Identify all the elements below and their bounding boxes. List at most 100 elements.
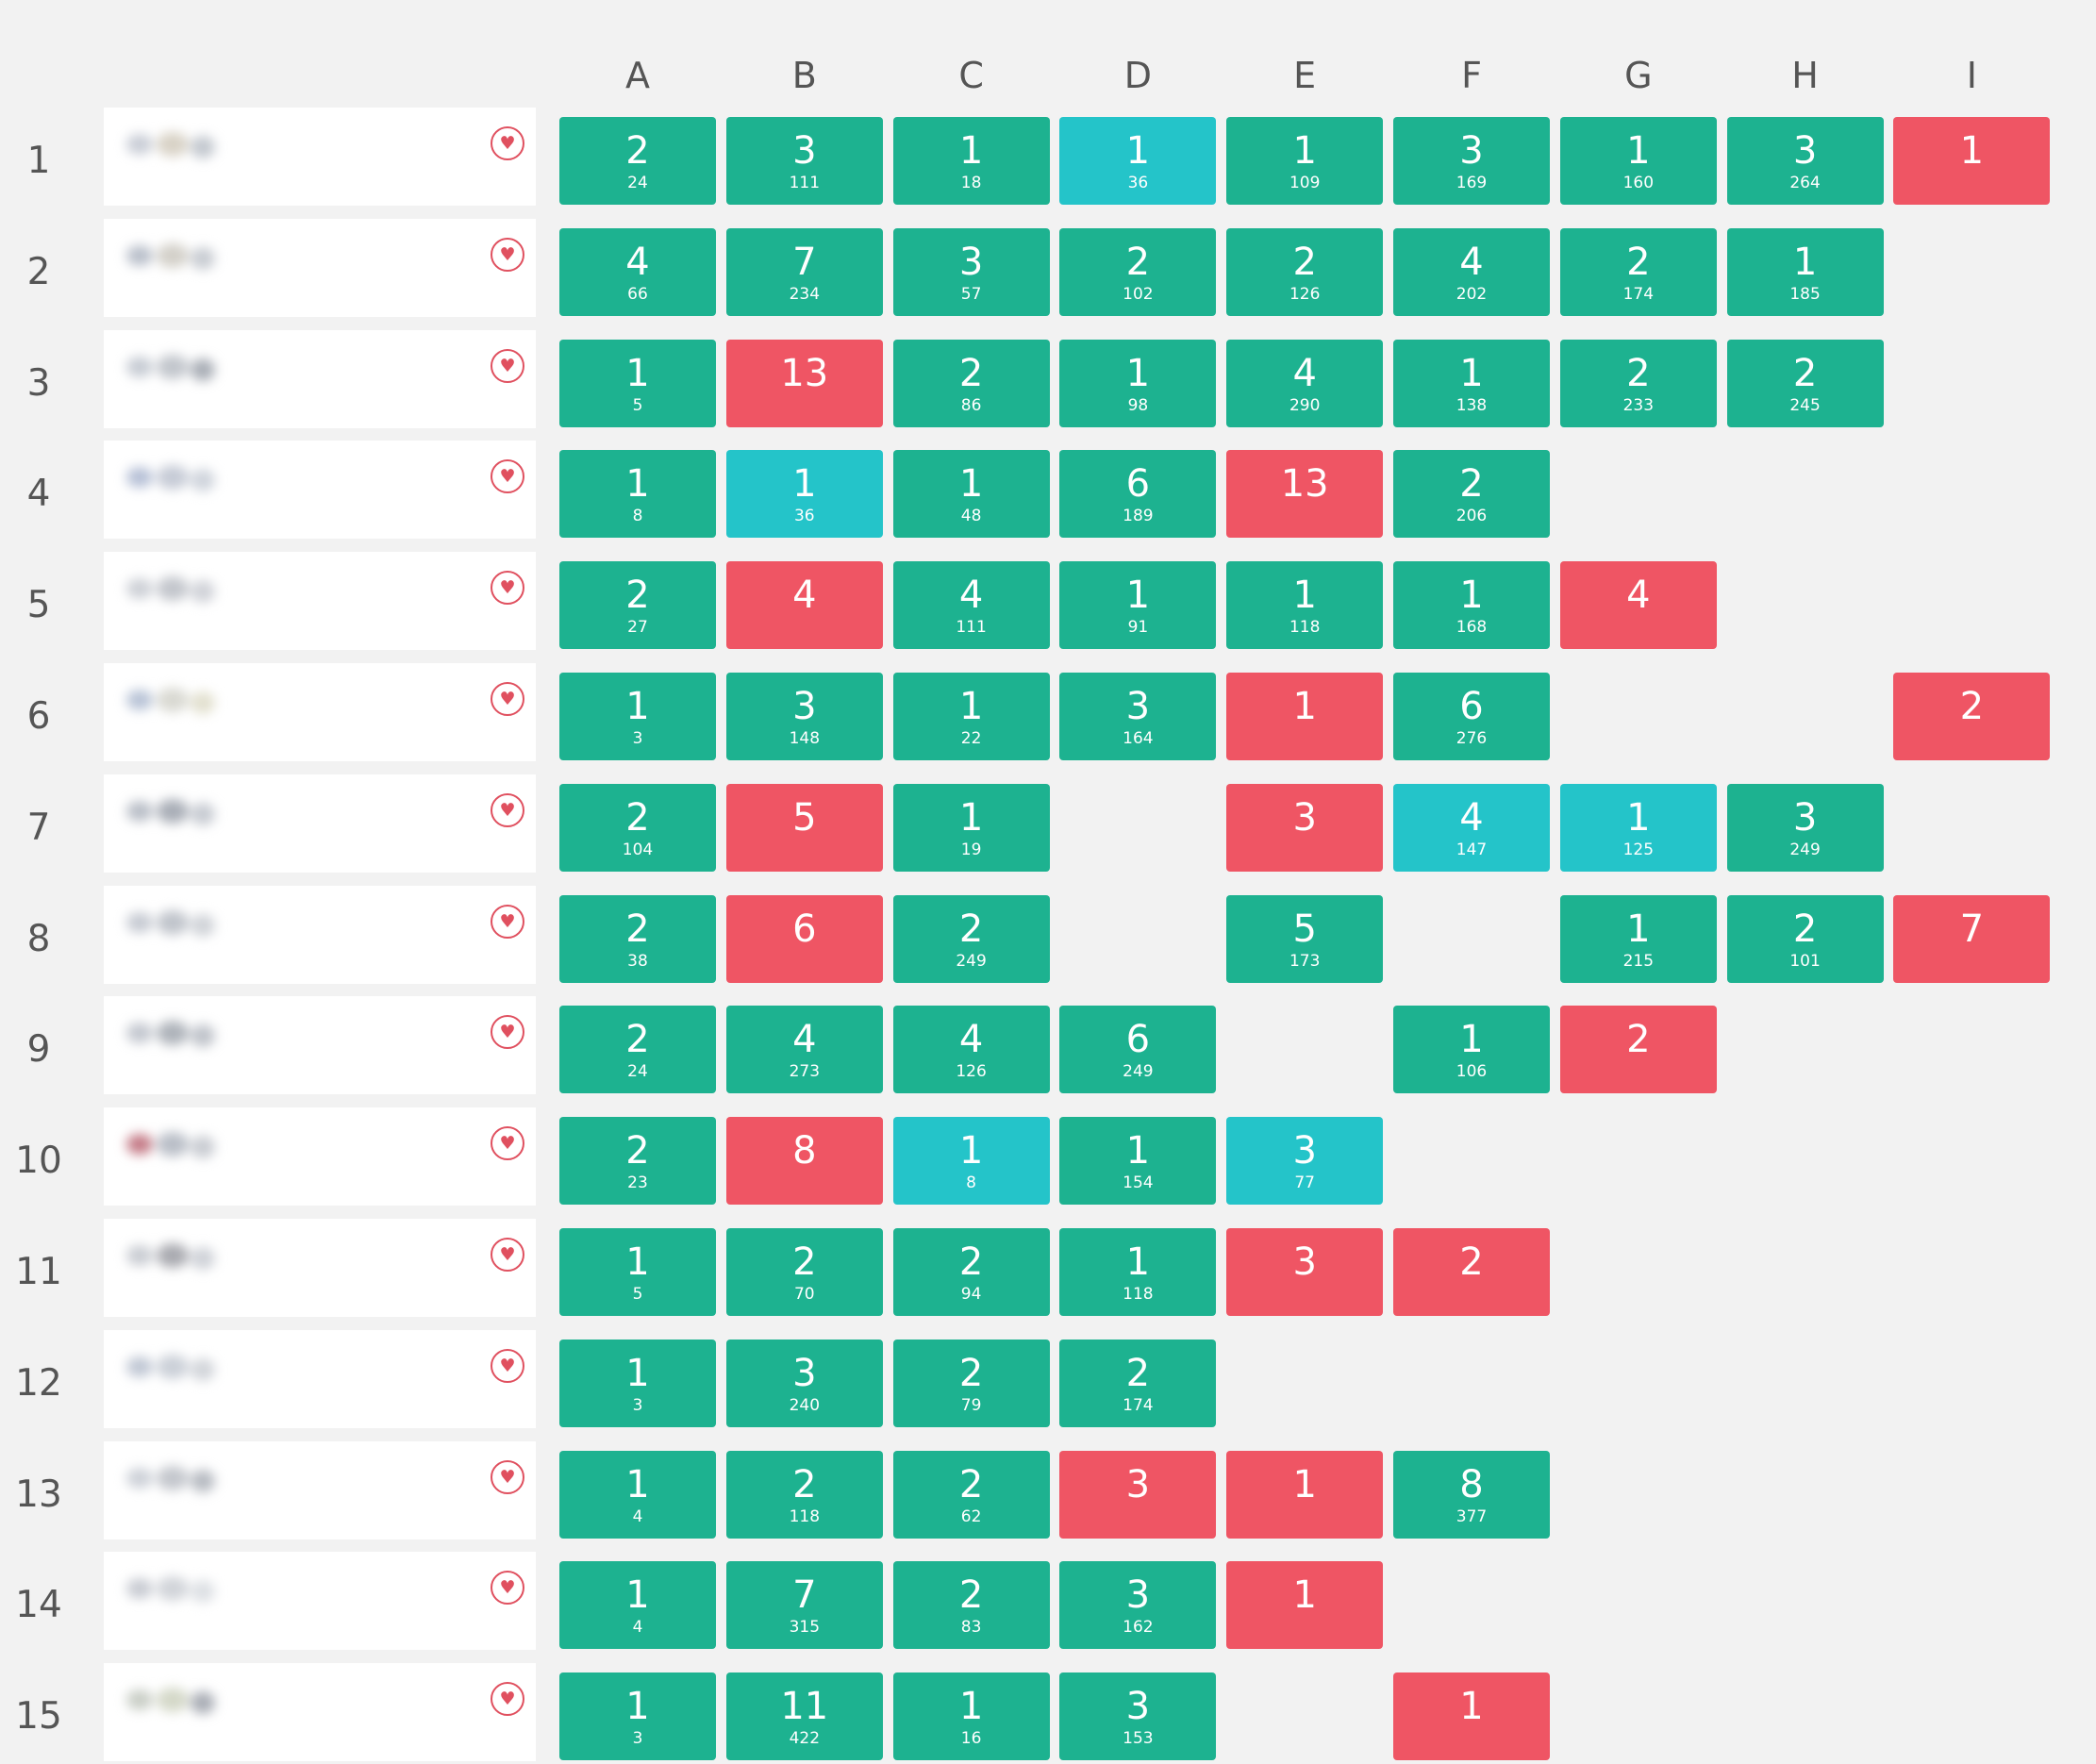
problem-cell-e[interactable]: 5 173 [1226, 894, 1384, 983]
problem-cell-e[interactable]: 1 [1226, 1561, 1384, 1650]
problem-cell-d[interactable]: 2 102 [1059, 227, 1217, 316]
problem-cell-c[interactable]: 2 62 [892, 1450, 1050, 1539]
problem-cell-c[interactable]: 4 126 [892, 1006, 1050, 1094]
problem-cell-c[interactable]: 1 18 [892, 117, 1050, 205]
problem-cell-e[interactable]: 4 290 [1226, 339, 1384, 427]
problem-cell-b[interactable]: 5 [725, 783, 883, 872]
problem-cell-f[interactable]: 2 [1393, 1228, 1550, 1316]
heart-icon[interactable]: ♥ [491, 1126, 524, 1161]
problem-cell-c[interactable]: 2 83 [892, 1561, 1050, 1650]
problem-cell-c[interactable]: 1 16 [892, 1672, 1050, 1761]
problem-cell-c[interactable]: 2 94 [892, 1228, 1050, 1316]
heart-icon[interactable]: ♥ [491, 348, 524, 383]
problem-cell-b[interactable]: 2 118 [725, 1450, 883, 1539]
problem-cell-g[interactable]: 4 [1559, 561, 1717, 650]
problem-cell-b[interactable]: 4 [725, 561, 883, 650]
problem-cell-b[interactable]: 4 273 [725, 1006, 883, 1094]
problem-cell-h[interactable]: 3 264 [1726, 117, 1884, 205]
problem-cell-d[interactable]: 6 249 [1059, 1006, 1217, 1094]
problem-cell-g[interactable]: 1 215 [1559, 894, 1717, 983]
problem-cell-b[interactable]: 3 148 [725, 673, 883, 760]
heart-icon[interactable]: ♥ [491, 904, 524, 939]
heart-icon[interactable]: ♥ [491, 237, 524, 272]
heart-icon[interactable]: ♥ [491, 1459, 524, 1494]
problem-cell-d[interactable]: 1 98 [1059, 339, 1217, 427]
heart-icon[interactable]: ♥ [491, 126, 524, 160]
heart-icon[interactable]: ♥ [491, 1015, 524, 1050]
problem-cell-g[interactable]: 2 [1559, 1006, 1717, 1094]
problem-cell-a[interactable]: 2 27 [559, 561, 716, 650]
problem-cell-c[interactable]: 4 111 [892, 561, 1050, 650]
problem-cell-f[interactable]: 2 206 [1393, 450, 1550, 539]
problem-cell-g[interactable]: 2 174 [1559, 227, 1717, 316]
problem-cell-b[interactable]: 3 111 [725, 117, 883, 205]
heart-icon[interactable]: ♥ [491, 1348, 524, 1383]
heart-icon[interactable]: ♥ [491, 1571, 524, 1606]
problem-cell-b[interactable]: 2 70 [725, 1228, 883, 1316]
problem-cell-b[interactable]: 11 422 [725, 1672, 883, 1761]
problem-cell-f[interactable]: 4 202 [1393, 227, 1550, 316]
problem-cell-a[interactable]: 2 24 [559, 1006, 716, 1094]
heart-icon[interactable]: ♥ [491, 571, 524, 606]
problem-cell-d[interactable]: 3 [1059, 1450, 1217, 1539]
problem-cell-h[interactable]: 2 101 [1726, 894, 1884, 983]
problem-cell-c[interactable]: 3 57 [892, 227, 1050, 316]
problem-cell-g[interactable]: 1 160 [1559, 117, 1717, 205]
problem-cell-c[interactable]: 2 79 [892, 1339, 1050, 1427]
problem-cell-b[interactable]: 1 36 [725, 450, 883, 539]
heart-icon[interactable]: ♥ [491, 792, 524, 827]
problem-cell-d[interactable]: 1 154 [1059, 1117, 1217, 1206]
problem-cell-b[interactable]: 8 [725, 1117, 883, 1206]
problem-cell-a[interactable]: 2 24 [559, 117, 716, 205]
problem-cell-c[interactable]: 1 22 [892, 673, 1050, 760]
problem-cell-e[interactable]: 1 109 [1226, 117, 1384, 205]
problem-cell-f[interactable]: 8 377 [1393, 1450, 1550, 1539]
problem-cell-e[interactable]: 3 [1226, 783, 1384, 872]
problem-cell-c[interactable]: 2 249 [892, 894, 1050, 983]
problem-cell-i[interactable]: 1 [1893, 117, 2051, 205]
heart-icon[interactable]: ♥ [491, 1238, 524, 1272]
problem-cell-a[interactable]: 2 104 [559, 783, 716, 872]
problem-cell-d[interactable]: 1 91 [1059, 561, 1217, 650]
heart-icon[interactable]: ♥ [491, 682, 524, 716]
problem-cell-d[interactable]: 6 189 [1059, 450, 1217, 539]
problem-cell-h[interactable]: 3 249 [1726, 783, 1884, 872]
heart-icon[interactable]: ♥ [491, 1682, 524, 1717]
problem-cell-e[interactable]: 1 [1226, 1450, 1384, 1539]
problem-cell-e[interactable]: 13 [1226, 450, 1384, 539]
problem-cell-e[interactable]: 2 126 [1226, 227, 1384, 316]
problem-cell-d[interactable]: 3 164 [1059, 673, 1217, 760]
problem-cell-a[interactable]: 2 23 [559, 1117, 716, 1206]
problem-cell-f[interactable]: 1 [1393, 1672, 1550, 1761]
problem-cell-f[interactable]: 1 138 [1393, 339, 1550, 427]
problem-cell-d[interactable]: 2 174 [1059, 1339, 1217, 1427]
problem-cell-c[interactable]: 1 19 [892, 783, 1050, 872]
problem-cell-e[interactable]: 3 [1226, 1228, 1384, 1316]
problem-cell-f[interactable]: 1 168 [1393, 561, 1550, 650]
problem-cell-a[interactable]: 4 66 [559, 227, 716, 316]
heart-icon[interactable]: ♥ [491, 459, 524, 494]
problem-cell-h[interactable]: 2 245 [1726, 339, 1884, 427]
problem-cell-d[interactable]: 3 162 [1059, 1561, 1217, 1650]
problem-cell-b[interactable]: 7 234 [725, 227, 883, 316]
problem-cell-d[interactable]: 1 36 [1059, 117, 1217, 205]
problem-cell-g[interactable]: 1 125 [1559, 783, 1717, 872]
problem-cell-f[interactable]: 6 276 [1393, 673, 1550, 760]
problem-cell-f[interactable]: 4 147 [1393, 783, 1550, 872]
problem-cell-i[interactable]: 7 [1893, 894, 2051, 983]
problem-cell-f[interactable]: 1 106 [1393, 1006, 1550, 1094]
problem-cell-a[interactable]: 2 38 [559, 894, 716, 983]
problem-cell-e[interactable]: 1 [1226, 673, 1384, 760]
problem-cell-c[interactable]: 2 86 [892, 339, 1050, 427]
problem-cell-i[interactable]: 2 [1893, 673, 2051, 760]
problem-cell-f[interactable]: 3 169 [1393, 117, 1550, 205]
